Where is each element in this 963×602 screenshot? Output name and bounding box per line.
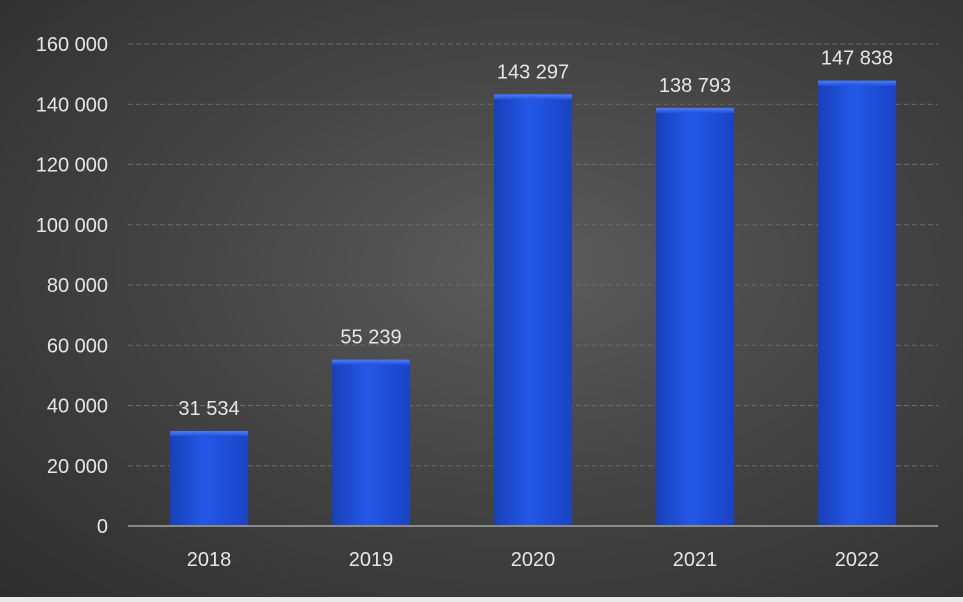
x-tick-label: 2019	[349, 549, 394, 571]
x-tick-label: 2022	[835, 549, 880, 571]
bar-cap	[170, 431, 248, 437]
bar-2021	[656, 107, 734, 527]
data-label: 55 239	[340, 327, 401, 349]
data-label: 138 793	[659, 75, 731, 97]
y-axis-ticks: 0 20 000 40 000 60 000 80 000 100 000 120 000 1…	[36, 34, 108, 538]
bar-2018	[170, 431, 248, 526]
y-tick-label: 80 000	[47, 275, 108, 297]
y-tick-label: 140 000	[36, 94, 108, 116]
data-label: 143 297	[497, 61, 569, 83]
y-tick-label: 60 000	[47, 335, 108, 357]
y-tick-label: 20 000	[47, 456, 108, 478]
bars	[170, 80, 896, 527]
bar	[818, 80, 896, 526]
y-tick-label: 100 000	[36, 215, 108, 237]
bar-2019	[332, 359, 410, 526]
bar	[332, 359, 410, 526]
x-tick-label: 2021	[673, 549, 718, 571]
y-tick-label: 120 000	[36, 155, 108, 177]
bar	[170, 431, 248, 526]
x-tick-label: 2018	[187, 549, 232, 571]
data-label: 31 534	[178, 398, 239, 420]
data-label: 147 838	[821, 48, 893, 70]
x-axis-ticks: 2018 2019 2020 2021 2022	[187, 549, 880, 571]
x-tick-label: 2020	[511, 549, 556, 571]
bar-cap	[818, 80, 896, 86]
bar-cap	[494, 94, 572, 100]
bar	[656, 107, 734, 527]
y-tick-label: 160 000	[36, 34, 108, 56]
bar-cap	[656, 107, 734, 113]
bar-2022	[818, 80, 896, 526]
y-tick-label: 0	[97, 516, 108, 538]
bar-cap	[332, 359, 410, 365]
bar	[494, 94, 572, 527]
y-tick-label: 40 000	[47, 396, 108, 418]
bar-2020	[494, 94, 572, 527]
data-labels: 31 534 55 239 143 297 138 793 147 838	[178, 48, 893, 420]
